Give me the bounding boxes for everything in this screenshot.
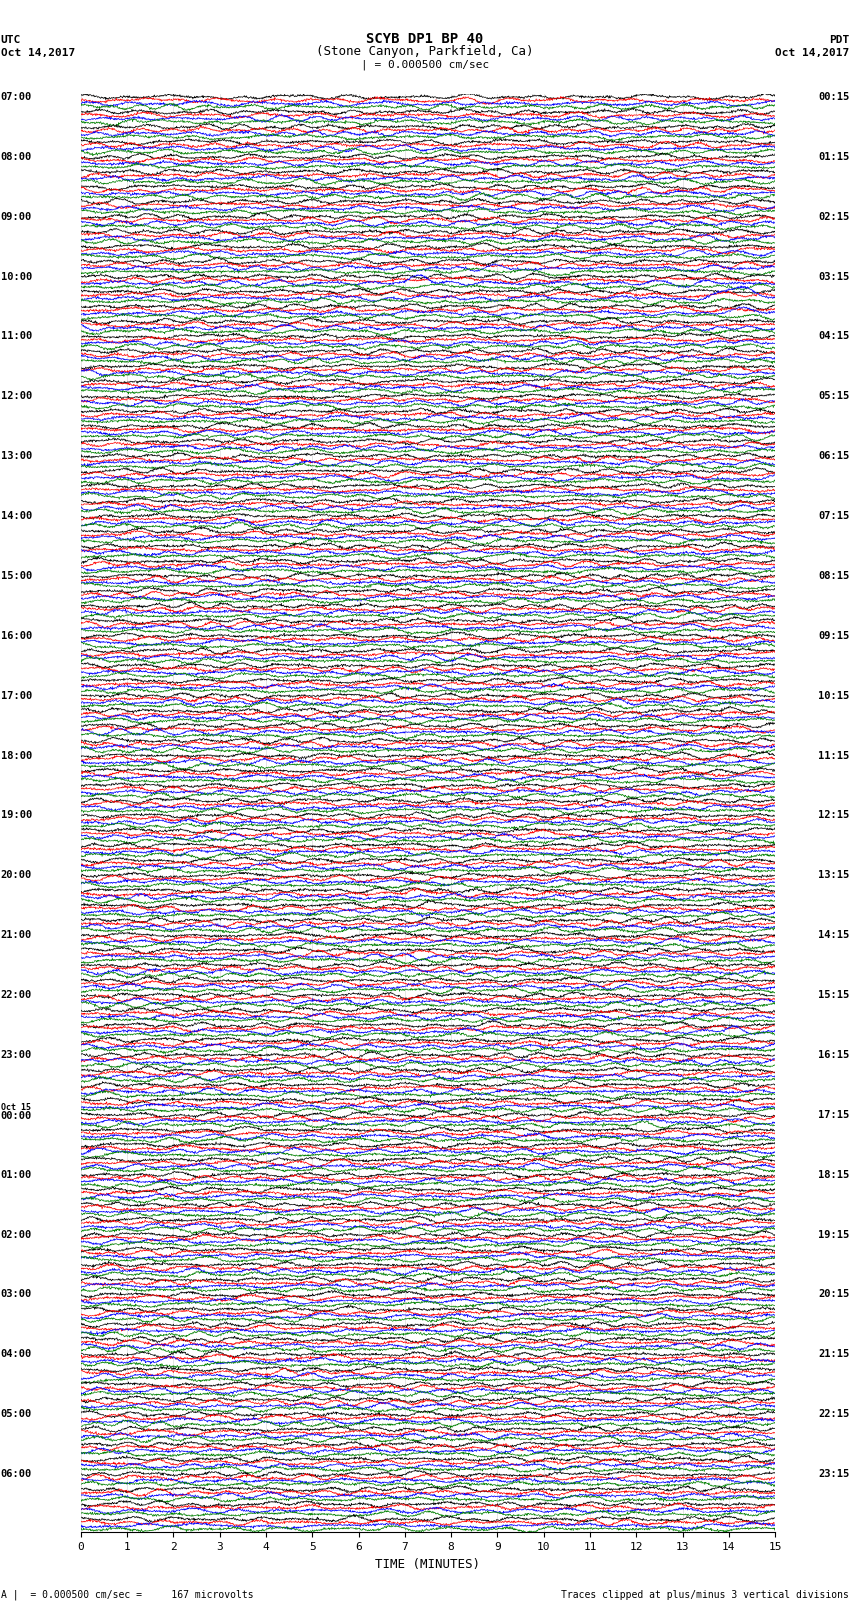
Text: Traces clipped at plus/minus 3 vertical divisions: Traces clipped at plus/minus 3 vertical …	[561, 1590, 849, 1600]
Text: 15:00: 15:00	[1, 571, 32, 581]
Text: 23:00: 23:00	[1, 1050, 32, 1060]
Text: 10:15: 10:15	[818, 690, 849, 700]
Text: 06:15: 06:15	[818, 452, 849, 461]
Text: 17:15: 17:15	[818, 1110, 849, 1119]
Text: 05:00: 05:00	[1, 1410, 32, 1419]
Text: 02:00: 02:00	[1, 1229, 32, 1240]
Text: 20:15: 20:15	[818, 1289, 849, 1300]
Text: 08:00: 08:00	[1, 152, 32, 161]
Text: 02:15: 02:15	[818, 211, 849, 221]
Text: 16:00: 16:00	[1, 631, 32, 640]
Text: (Stone Canyon, Parkfield, Ca): (Stone Canyon, Parkfield, Ca)	[316, 45, 534, 58]
Text: Oct 15: Oct 15	[1, 1103, 31, 1111]
Text: Oct 14,2017: Oct 14,2017	[1, 48, 75, 58]
Text: 01:00: 01:00	[1, 1169, 32, 1179]
Text: 06:00: 06:00	[1, 1469, 32, 1479]
Text: PDT: PDT	[829, 35, 849, 45]
Text: 10:00: 10:00	[1, 271, 32, 282]
Text: 23:15: 23:15	[818, 1469, 849, 1479]
Text: 19:00: 19:00	[1, 810, 32, 821]
Text: UTC: UTC	[1, 35, 21, 45]
Text: 11:15: 11:15	[818, 750, 849, 761]
Text: | = 0.000500 cm/sec: | = 0.000500 cm/sec	[361, 60, 489, 71]
Text: 07:15: 07:15	[818, 511, 849, 521]
Text: 04:15: 04:15	[818, 331, 849, 342]
Text: 05:15: 05:15	[818, 392, 849, 402]
Text: 22:15: 22:15	[818, 1410, 849, 1419]
Text: 12:15: 12:15	[818, 810, 849, 821]
Text: 20:00: 20:00	[1, 871, 32, 881]
Text: 12:00: 12:00	[1, 392, 32, 402]
Text: 22:00: 22:00	[1, 990, 32, 1000]
Text: 15:15: 15:15	[818, 990, 849, 1000]
Text: SCYB DP1 BP 40: SCYB DP1 BP 40	[366, 32, 484, 47]
X-axis label: TIME (MINUTES): TIME (MINUTES)	[376, 1558, 480, 1571]
Text: 03:15: 03:15	[818, 271, 849, 282]
Text: 18:00: 18:00	[1, 750, 32, 761]
Text: 01:15: 01:15	[818, 152, 849, 161]
Text: 18:15: 18:15	[818, 1169, 849, 1179]
Text: A |  = 0.000500 cm/sec =     167 microvolts: A | = 0.000500 cm/sec = 167 microvolts	[1, 1589, 253, 1600]
Text: Oct 14,2017: Oct 14,2017	[775, 48, 849, 58]
Text: 04:00: 04:00	[1, 1350, 32, 1360]
Text: 21:00: 21:00	[1, 931, 32, 940]
Text: 14:00: 14:00	[1, 511, 32, 521]
Text: 13:00: 13:00	[1, 452, 32, 461]
Text: 00:00: 00:00	[1, 1111, 32, 1121]
Text: 08:15: 08:15	[818, 571, 849, 581]
Text: 13:15: 13:15	[818, 871, 849, 881]
Text: 03:00: 03:00	[1, 1289, 32, 1300]
Text: 21:15: 21:15	[818, 1350, 849, 1360]
Text: 16:15: 16:15	[818, 1050, 849, 1060]
Text: 09:15: 09:15	[818, 631, 849, 640]
Text: 09:00: 09:00	[1, 211, 32, 221]
Text: 19:15: 19:15	[818, 1229, 849, 1240]
Text: 11:00: 11:00	[1, 331, 32, 342]
Text: 17:00: 17:00	[1, 690, 32, 700]
Text: 14:15: 14:15	[818, 931, 849, 940]
Text: 07:00: 07:00	[1, 92, 32, 102]
Text: 00:15: 00:15	[818, 92, 849, 102]
